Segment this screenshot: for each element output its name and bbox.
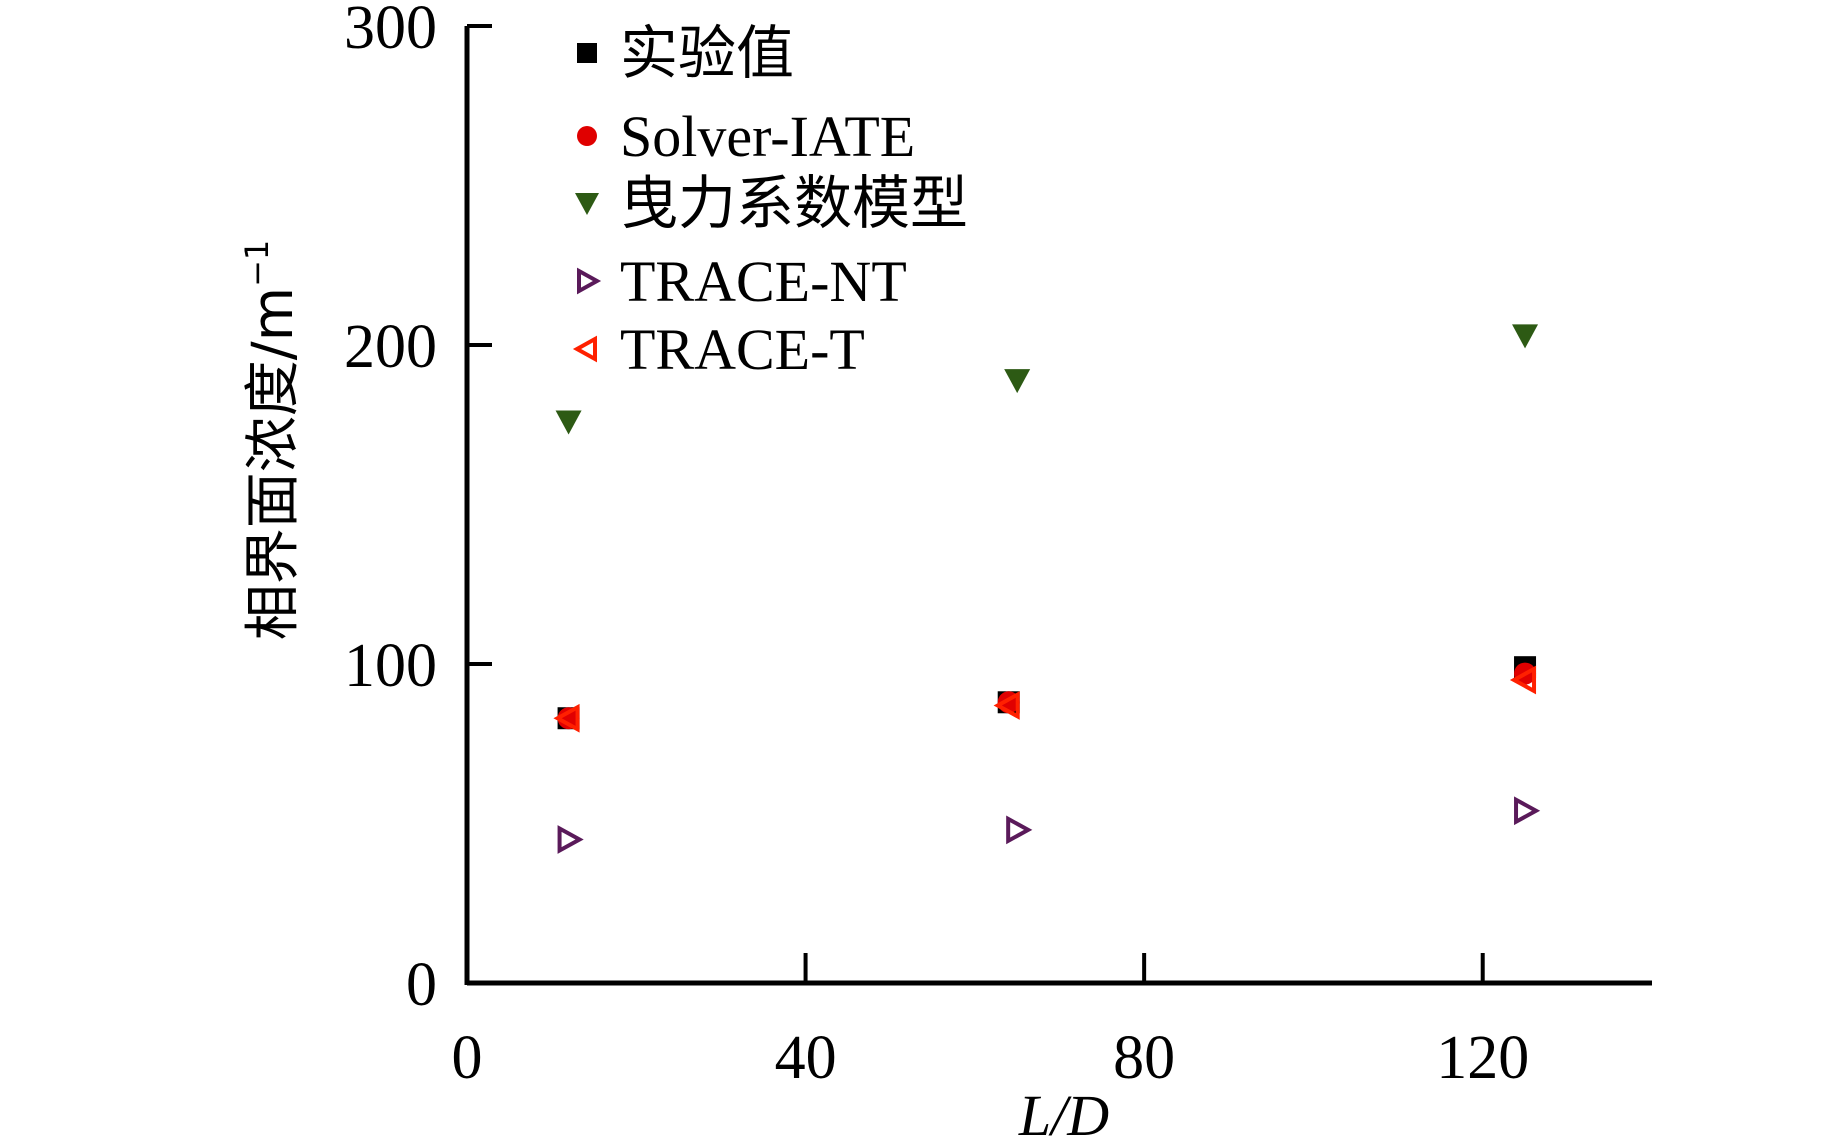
y-axis-label: 相界面浓度/m−1 [238, 240, 306, 641]
legend-label: 曳力系数模型 [620, 171, 968, 236]
x-axis-label: L/D [1018, 1083, 1109, 1146]
data-point-triangle-down [1512, 324, 1539, 349]
legend-marker-triangle-right-open [577, 267, 602, 295]
x-tick-label: 80 [1113, 1024, 1175, 1092]
data-point-triangle-right-open [1006, 815, 1033, 845]
data-point-triangle-down [555, 410, 582, 435]
y-axis-label-group: 相界面浓度/m−1 [238, 240, 306, 641]
data-point-triangle-left-open [553, 703, 580, 733]
legend-label: 实验值 [620, 21, 794, 86]
legend-marker-circle [577, 126, 597, 146]
legend-label: TRACE-NT [620, 249, 907, 314]
data-points [553, 324, 1541, 854]
y-axis-label-text: 相界面浓度/m [241, 287, 306, 640]
y-tick-label: 0 [406, 951, 437, 1019]
axes: 0 40 80 120 0 100 200 300 [344, 0, 1652, 1092]
legend-marker-triangle-down [575, 193, 599, 215]
data-point-triangle-left-open [1509, 665, 1537, 695]
legend-marker-square [577, 43, 597, 63]
y-tick-label: 100 [344, 632, 437, 700]
data-point-circle [557, 707, 580, 730]
x-tick-label: 0 [452, 1024, 483, 1092]
data-point-triangle-right-open [1514, 796, 1541, 826]
data-point-triangle-left-open [993, 691, 1020, 720]
data-point-triangle-right-open [557, 825, 584, 854]
legend-label: Solver-IATE [620, 104, 915, 169]
x-tick-label: 120 [1436, 1024, 1529, 1092]
data-point-triangle-down [1004, 369, 1031, 394]
y-tick-label: 200 [344, 313, 437, 381]
legend-label: TRACE-T [620, 317, 865, 382]
legend-marker-triangle-left-open [572, 335, 597, 363]
x-tick-label: 40 [775, 1024, 837, 1092]
y-tick-label: 300 [344, 0, 437, 62]
y-axis-label-superscript: −1 [238, 240, 276, 287]
